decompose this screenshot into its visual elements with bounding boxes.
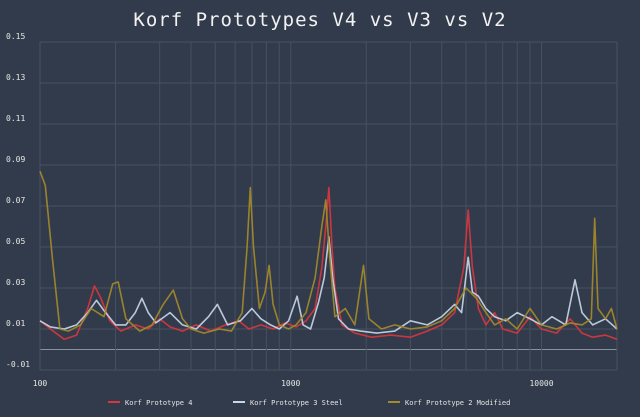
- x-tick-label: 1000: [281, 379, 300, 388]
- y-tick-label: 0.07: [6, 196, 25, 205]
- legend-label-2: Korf Prototype 3 Steel: [250, 399, 343, 407]
- y-tick-label: -0.01: [6, 360, 30, 369]
- legend: Korf Prototype 4 Korf Prototype 3 Steel Ko…: [108, 399, 510, 407]
- legend-label-1: Korf Prototype 4: [125, 399, 192, 407]
- y-tick-label: 0.05: [6, 237, 25, 246]
- y-tick-label: 0.01: [6, 319, 25, 328]
- series-line-2: [39, 236, 618, 334]
- y-tick-label: 0.03: [6, 278, 25, 287]
- y-tick-label: 0.11: [6, 114, 25, 123]
- grid-lines: [39, 41, 618, 371]
- y-tick-label: 0.09: [6, 155, 25, 164]
- series-line-3: [39, 170, 618, 334]
- x-axis: 100 1000 10000: [33, 379, 554, 388]
- legend-label-3: Korf Prototype 2 Modified: [405, 399, 510, 407]
- x-tick-label: 100: [33, 379, 48, 388]
- chart-title: Korf Prototypes V4 vs V3 vs V2: [133, 9, 506, 31]
- x-tick-label: 10000: [529, 379, 553, 388]
- y-axis: 0.15 0.13 0.11 0.09 0.07 0.05 0.03 0.01 -0.01: [6, 32, 30, 369]
- series-lines: [39, 170, 618, 341]
- y-tick-label: 0.15: [6, 32, 25, 41]
- y-tick-label: 0.13: [6, 73, 25, 82]
